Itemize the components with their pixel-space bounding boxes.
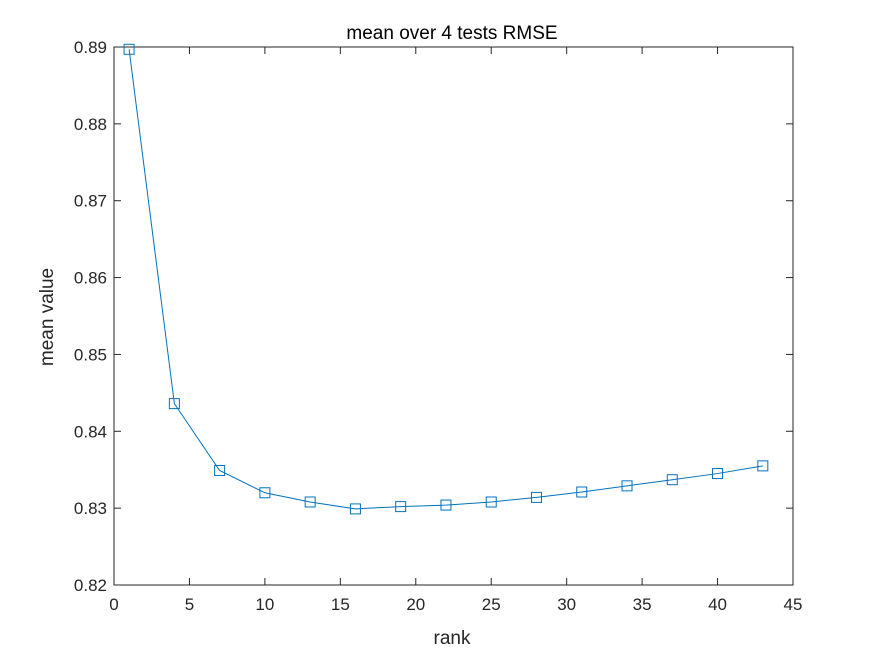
data-point-marker	[440, 499, 452, 511]
y-tick-label: 0.82	[74, 576, 107, 595]
x-tick-label: 45	[784, 595, 803, 614]
y-tick-label: 0.88	[74, 115, 107, 134]
x-tick-label: 35	[633, 595, 652, 614]
y-tick-label: 0.83	[74, 499, 107, 518]
data-point-marker	[304, 496, 316, 508]
series-layer	[123, 43, 769, 515]
data-point-marker	[666, 474, 678, 486]
plot-area	[113, 46, 794, 586]
x-tick-label: 40	[708, 595, 727, 614]
x-tick-label: 30	[557, 595, 576, 614]
y-tick-label: 0.86	[74, 269, 107, 288]
y-tick-label: 0.84	[74, 422, 107, 441]
x-axis-ticks: 0 5 10 15 20 25 30 35 40 45	[109, 47, 802, 614]
data-point-marker	[349, 503, 361, 515]
x-axis-label: rank	[434, 628, 471, 649]
x-tick-label: 10	[255, 595, 274, 614]
y-tick-label: 0.89	[74, 38, 107, 57]
data-point-marker	[259, 487, 271, 499]
y-axis-ticks: 0.82 0.83 0.84 0.85 0.86 0.87 0.88 0.89	[74, 38, 793, 595]
series-line	[128, 49, 763, 510]
data-point-marker	[485, 496, 497, 508]
data-point-marker	[530, 491, 542, 503]
data-point-marker	[576, 486, 588, 498]
x-tick-label: 20	[406, 595, 425, 614]
chart-title: mean over 4 tests RMSE	[346, 23, 557, 44]
x-tick-label: 0	[109, 595, 118, 614]
data-point-marker	[757, 460, 769, 472]
y-axis-label: mean value	[37, 268, 58, 366]
data-point-marker	[621, 480, 633, 492]
data-point-marker	[395, 501, 407, 513]
x-tick-label: 25	[482, 595, 501, 614]
data-point-marker	[214, 464, 226, 476]
y-tick-label: 0.85	[74, 345, 107, 364]
x-tick-label: 15	[331, 595, 350, 614]
x-tick-label: 5	[185, 595, 194, 614]
data-point-marker	[712, 468, 724, 480]
axes-box	[113, 46, 794, 586]
data-point-marker	[123, 43, 135, 55]
data-point-marker	[168, 398, 180, 410]
y-tick-label: 0.87	[74, 192, 107, 211]
